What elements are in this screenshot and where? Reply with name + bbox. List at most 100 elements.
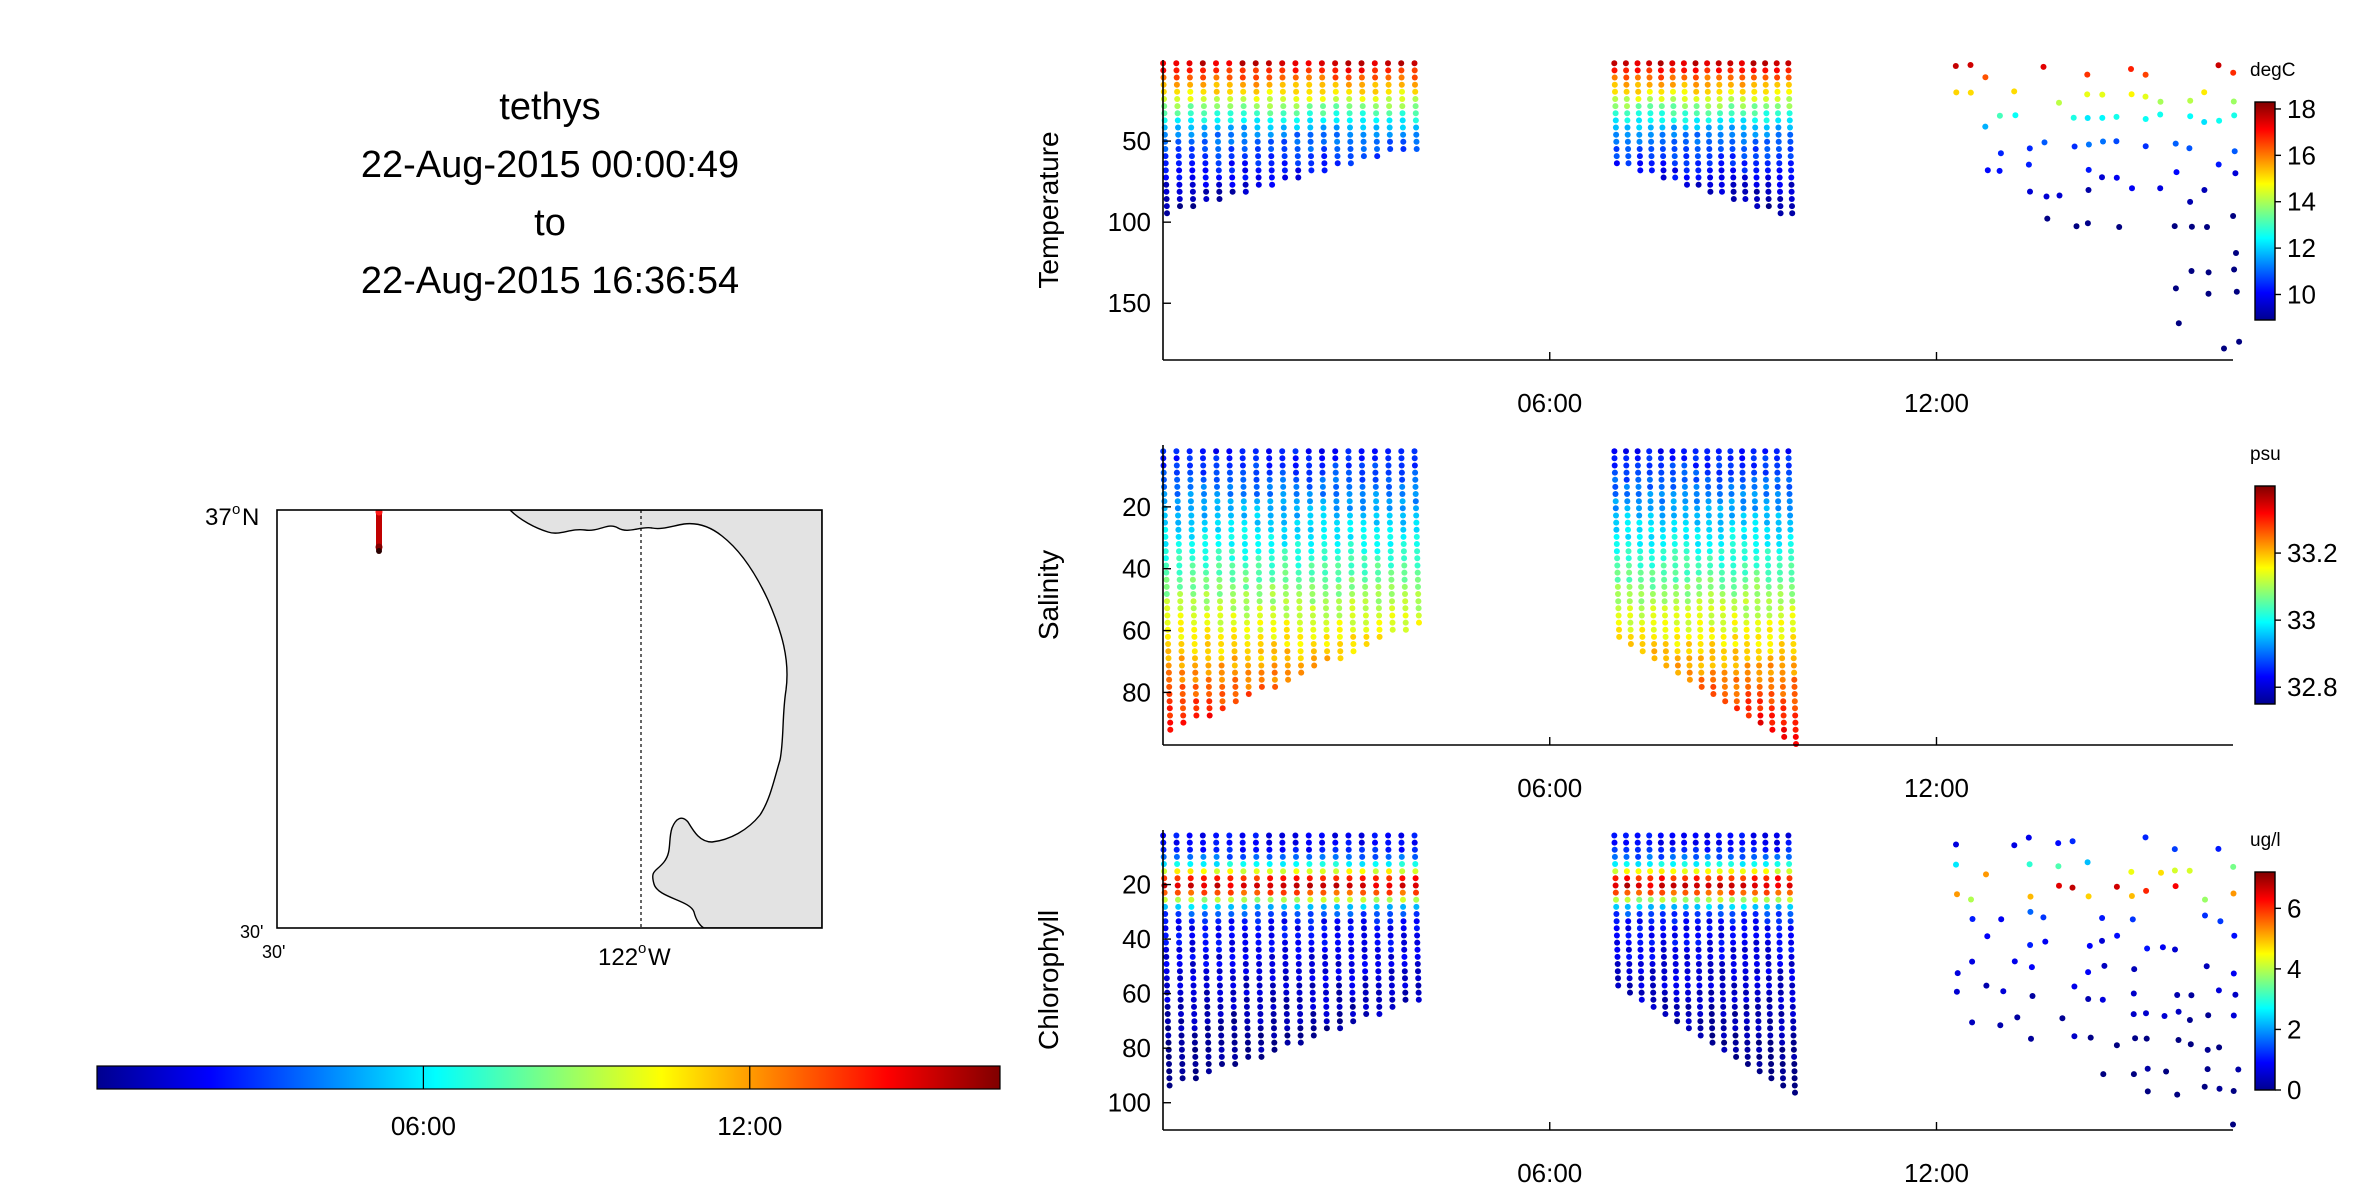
data-point bbox=[1684, 598, 1691, 605]
data-point bbox=[1775, 896, 1782, 903]
data-point bbox=[1323, 633, 1330, 640]
data-point bbox=[2158, 869, 2164, 876]
data-point bbox=[1648, 167, 1655, 174]
data-point bbox=[1332, 846, 1339, 853]
data-point bbox=[1375, 982, 1382, 989]
data-point bbox=[1625, 160, 1632, 167]
data-point bbox=[1163, 946, 1170, 953]
data-point bbox=[1658, 469, 1665, 476]
data-point bbox=[1709, 655, 1716, 662]
data-point bbox=[1296, 583, 1302, 590]
data-point bbox=[1268, 153, 1275, 160]
data-point bbox=[1281, 548, 1288, 555]
data-point bbox=[1189, 925, 1195, 932]
data-point bbox=[1294, 911, 1301, 917]
data-point bbox=[2221, 345, 2227, 352]
data-point bbox=[1754, 605, 1761, 612]
data-point bbox=[1294, 519, 1301, 526]
data-point bbox=[1648, 541, 1655, 547]
data-point bbox=[1739, 469, 1746, 476]
data-point bbox=[1400, 925, 1407, 932]
data-point bbox=[1348, 946, 1355, 953]
data-point bbox=[1415, 605, 1422, 612]
data-point bbox=[1227, 505, 1234, 512]
data-point bbox=[1730, 953, 1737, 960]
data-point bbox=[1660, 569, 1667, 576]
data-point bbox=[1387, 526, 1394, 533]
data-point bbox=[1386, 868, 1392, 875]
data-point bbox=[1399, 476, 1406, 483]
data-point bbox=[1376, 626, 1383, 633]
data-point bbox=[1202, 160, 1209, 167]
data-point bbox=[1336, 619, 1343, 626]
data-point bbox=[1242, 174, 1249, 181]
data-point bbox=[1201, 896, 1208, 903]
data-point bbox=[1373, 519, 1380, 526]
data-point bbox=[1402, 619, 1409, 626]
data-point bbox=[1732, 626, 1738, 633]
data-point bbox=[1165, 669, 1172, 676]
data-point bbox=[1231, 1039, 1238, 1046]
data-point bbox=[1733, 698, 1740, 705]
data-point bbox=[1321, 925, 1328, 932]
data-point bbox=[1742, 598, 1749, 605]
data-point bbox=[1400, 512, 1406, 519]
data-point bbox=[1790, 1018, 1797, 1025]
data-point bbox=[1696, 605, 1703, 612]
data-point bbox=[1727, 455, 1734, 462]
data-point bbox=[1346, 103, 1353, 110]
data-point bbox=[1671, 526, 1678, 533]
data-point bbox=[1744, 669, 1751, 676]
data-point bbox=[1662, 626, 1669, 633]
data-point bbox=[1646, 462, 1653, 469]
data-point bbox=[1792, 1089, 1798, 1096]
data-point bbox=[1387, 146, 1394, 152]
data-point bbox=[1787, 512, 1794, 519]
data-point bbox=[1755, 1018, 1762, 1025]
data-point bbox=[1187, 882, 1194, 889]
data-point bbox=[1204, 641, 1211, 647]
data-point bbox=[1253, 846, 1260, 853]
data-point bbox=[1296, 591, 1303, 597]
data-point bbox=[1739, 74, 1746, 81]
data-point bbox=[2087, 1034, 2094, 1041]
data-point bbox=[1764, 533, 1771, 540]
data-point bbox=[2171, 846, 2178, 853]
data-point bbox=[1284, 1032, 1291, 1039]
data-point bbox=[2186, 867, 2193, 874]
data-point bbox=[1636, 512, 1643, 519]
data-point bbox=[1625, 146, 1632, 152]
data-point bbox=[1372, 839, 1378, 846]
data-point bbox=[1359, 81, 1366, 88]
data-point bbox=[1398, 832, 1405, 839]
data-point bbox=[1189, 188, 1196, 195]
data-point bbox=[1230, 1011, 1237, 1017]
data-point bbox=[1226, 81, 1233, 88]
data-point bbox=[1348, 953, 1355, 960]
data-point bbox=[1295, 576, 1302, 583]
data-point bbox=[1321, 146, 1328, 152]
data-point bbox=[1360, 117, 1366, 124]
data-point bbox=[2055, 863, 2062, 870]
data-point bbox=[1716, 469, 1723, 476]
data-point bbox=[1625, 911, 1631, 917]
data-point bbox=[1294, 925, 1301, 932]
data-point bbox=[1203, 968, 1210, 975]
colorbar-tick-label: 33.2 bbox=[2287, 538, 2338, 568]
data-point bbox=[1214, 889, 1221, 896]
data-point bbox=[1730, 946, 1737, 953]
data-point bbox=[1623, 868, 1630, 875]
data-point bbox=[1787, 911, 1794, 917]
data-point bbox=[1176, 583, 1183, 590]
data-point bbox=[1229, 939, 1236, 946]
data-point bbox=[1270, 1003, 1277, 1010]
data-point bbox=[1347, 138, 1354, 145]
data-point bbox=[1661, 605, 1668, 612]
data-point bbox=[1253, 868, 1260, 875]
data-point bbox=[1333, 131, 1340, 138]
data-point bbox=[1646, 476, 1653, 483]
data-point bbox=[1200, 476, 1207, 483]
data-point bbox=[1743, 996, 1750, 1003]
data-point bbox=[1293, 469, 1299, 476]
data-point bbox=[1360, 131, 1367, 138]
